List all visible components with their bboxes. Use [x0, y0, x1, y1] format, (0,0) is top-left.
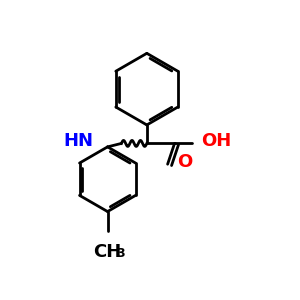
Text: HN: HN [64, 132, 94, 150]
Text: 3: 3 [116, 247, 124, 260]
Text: O: O [177, 153, 193, 171]
Text: CH: CH [93, 243, 122, 261]
Text: OH: OH [201, 132, 231, 150]
